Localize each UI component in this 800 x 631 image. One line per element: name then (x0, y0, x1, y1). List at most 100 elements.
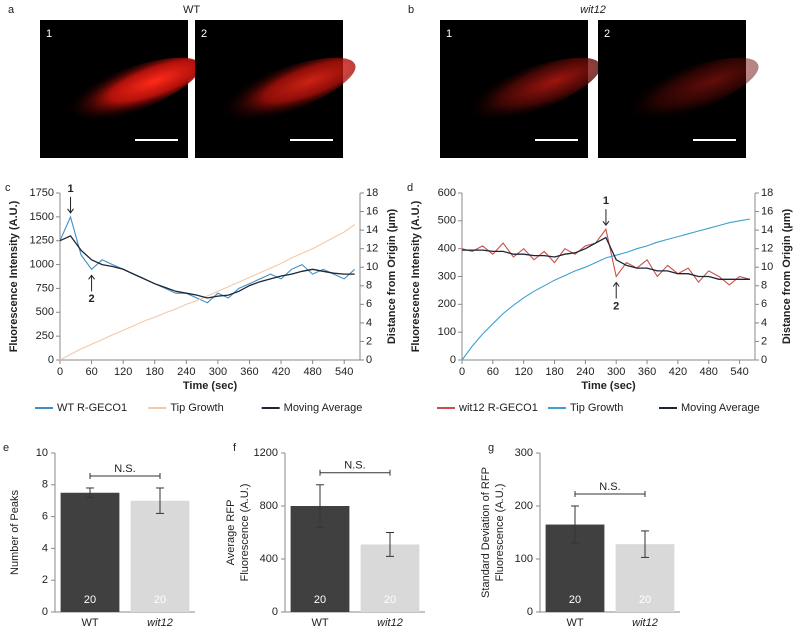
micrograph-title: WT (183, 4, 200, 16)
y2-tick-label: 16 (366, 205, 378, 217)
y-tick-label: 1500 (30, 211, 54, 223)
x-tick-label: 300 (607, 366, 625, 378)
annotation: 2 (613, 300, 619, 312)
panel-letter: b (408, 4, 414, 16)
x-tick-label: 0 (57, 366, 63, 378)
panel-letter: e (3, 442, 9, 454)
x-tick-label: wit12 (632, 617, 658, 629)
x-axis-title: Time (sec) (581, 380, 636, 392)
bar (130, 500, 190, 612)
x-tick-label: 540 (730, 366, 748, 378)
image-number: 2 (604, 28, 610, 40)
y-tick-label: 1250 (30, 235, 54, 247)
x-tick-label: 420 (669, 366, 687, 378)
y-tick-label: 500 (36, 306, 54, 318)
y-tick-label: 1750 (30, 187, 54, 199)
y-axis-title: Fluorescence (A.U.) (494, 484, 506, 582)
series-line (59, 235, 355, 299)
y2-tick-label: 10 (366, 261, 378, 273)
y-axis-title: Number of Peaks (9, 490, 21, 575)
y2-tick-label: 6 (366, 298, 372, 310)
legend-label: Tip Growth (170, 402, 223, 414)
x-tick-label: 540 (335, 366, 353, 378)
legend-label: Moving Average (681, 402, 760, 414)
annotation: 1 (603, 195, 609, 207)
y2-tick-label: 4 (366, 317, 372, 329)
y2-tick-label: 10 (761, 261, 773, 273)
x-tick-label: 420 (272, 366, 290, 378)
x-tick-label: 240 (576, 366, 594, 378)
sample-size: 20 (84, 594, 96, 606)
root-hair (607, 57, 759, 127)
y2-axis-title: Distance from Origin (µm) (386, 209, 398, 345)
y2-tick-label: 2 (366, 335, 372, 347)
y-tick-label: 200 (438, 298, 456, 310)
y-axis-title: Fluorescence Intensity (A.U.) (8, 200, 20, 352)
y2-tick-label: 0 (761, 354, 767, 366)
legend-label: wit12 R-GECO1 (458, 402, 538, 414)
legend-label: Moving Average (284, 402, 363, 414)
y-tick-label: 1200 (254, 447, 278, 459)
sample-size: 20 (384, 594, 396, 606)
x-tick-label: 0 (459, 366, 465, 378)
significance-label: N.S. (599, 481, 620, 493)
image-number: 1 (446, 28, 452, 40)
sample-size: 20 (639, 594, 651, 606)
y2-tick-label: 14 (761, 224, 773, 236)
y-tick-label: 0 (527, 606, 533, 618)
y2-tick-label: 18 (761, 187, 773, 199)
series-line (462, 236, 750, 280)
y2-tick-label: 8 (366, 280, 372, 292)
root-hair (204, 57, 356, 127)
y-axis-title: Fluorescence Intensity (A.U.) (410, 200, 422, 352)
y-tick-label: 300 (515, 447, 533, 459)
panel-letter: a (8, 4, 15, 16)
x-tick-label: WT (566, 617, 583, 629)
y-tick-label: 600 (438, 187, 456, 199)
y-tick-label: 1000 (30, 258, 54, 270)
root-hair (49, 57, 201, 127)
x-tick-label: 300 (209, 366, 227, 378)
annotation-arrowhead (88, 274, 95, 280)
series-line (461, 218, 750, 361)
sample-size: 20 (314, 594, 326, 606)
panel-letter: g (488, 442, 494, 454)
x-axis-title: Time (sec) (183, 380, 238, 392)
y-tick-label: 4 (42, 542, 48, 554)
x-tick-label: 240 (177, 366, 195, 378)
y-tick-label: 300 (438, 270, 456, 282)
y2-tick-label: 18 (366, 187, 378, 199)
image-number: 2 (201, 28, 207, 40)
series-line (461, 227, 751, 286)
x-tick-label: 480 (700, 366, 718, 378)
x-tick-label: 360 (638, 366, 656, 378)
y-tick-label: 6 (42, 511, 48, 523)
x-tick-label: wit12 (377, 617, 403, 629)
y-tick-label: 0 (42, 606, 48, 618)
y-tick-label: 750 (36, 282, 54, 294)
annotation-arrowhead (602, 220, 610, 227)
y-tick-label: 500 (438, 215, 456, 227)
y-tick-label: 10 (36, 447, 48, 459)
y-tick-label: 400 (260, 553, 278, 565)
annotation-arrowhead (67, 208, 74, 214)
x-tick-label: WT (311, 617, 328, 629)
y-tick-label: 2 (42, 574, 48, 586)
y-tick-label: 400 (438, 243, 456, 255)
panel-letter: d (407, 182, 413, 194)
significance-label: N.S. (344, 460, 365, 472)
series-line (59, 215, 356, 304)
y2-tick-label: 4 (761, 317, 767, 329)
panel-letter: f (233, 442, 237, 454)
image-number: 1 (46, 28, 52, 40)
y-tick-label: 800 (260, 500, 278, 512)
y2-tick-label: 0 (366, 354, 372, 366)
y-tick-label: 250 (36, 330, 54, 342)
sample-size: 20 (154, 594, 166, 606)
series-line (59, 224, 356, 361)
y-tick-label: 0 (272, 606, 278, 618)
y-axis-title: Average RFP (225, 500, 237, 566)
x-tick-label: 120 (114, 366, 132, 378)
bar (60, 492, 120, 612)
